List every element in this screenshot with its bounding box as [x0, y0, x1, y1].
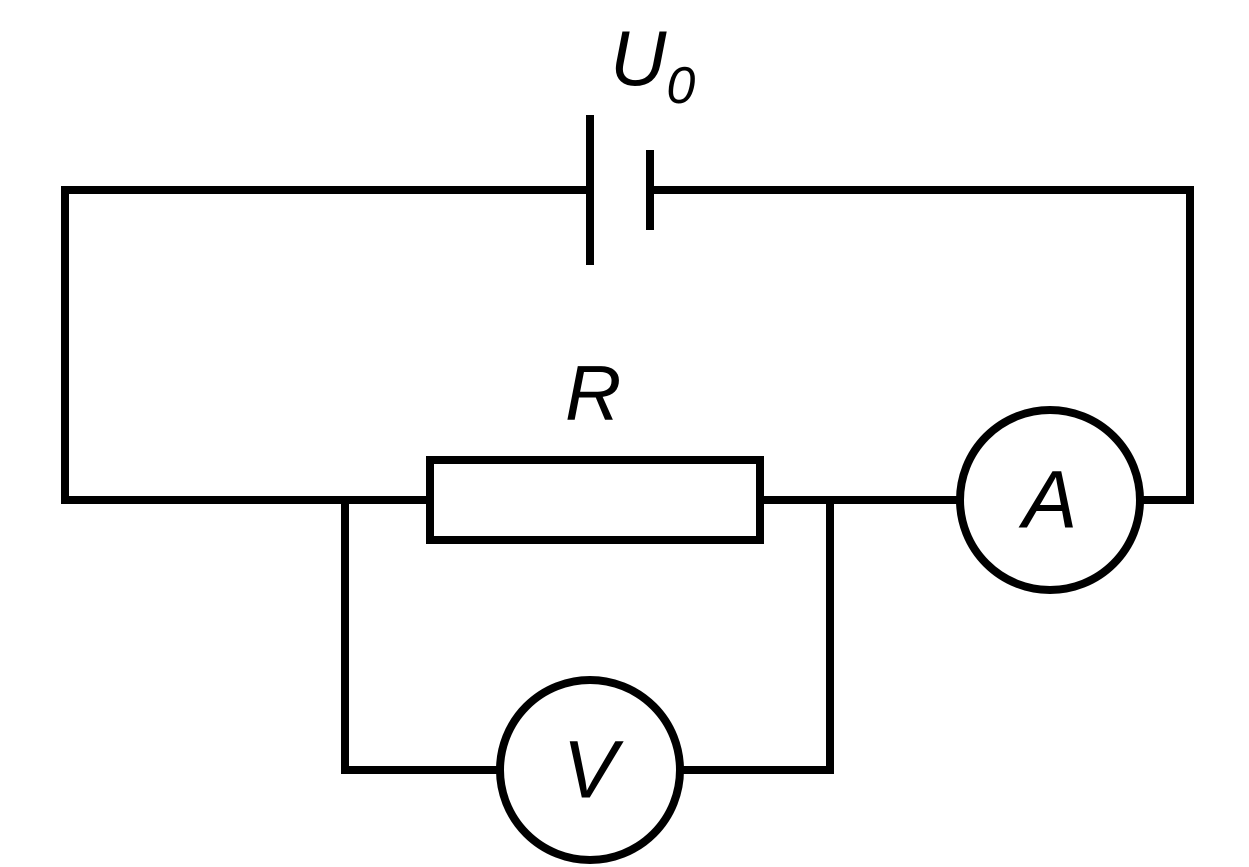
source-label: U0 [610, 14, 695, 115]
circuit-diagram: U0 R A V [0, 0, 1249, 867]
ammeter-label: A [1018, 455, 1078, 546]
voltmeter-label: V [563, 725, 625, 816]
resistor-label: R [565, 349, 621, 437]
resistor [430, 460, 760, 540]
